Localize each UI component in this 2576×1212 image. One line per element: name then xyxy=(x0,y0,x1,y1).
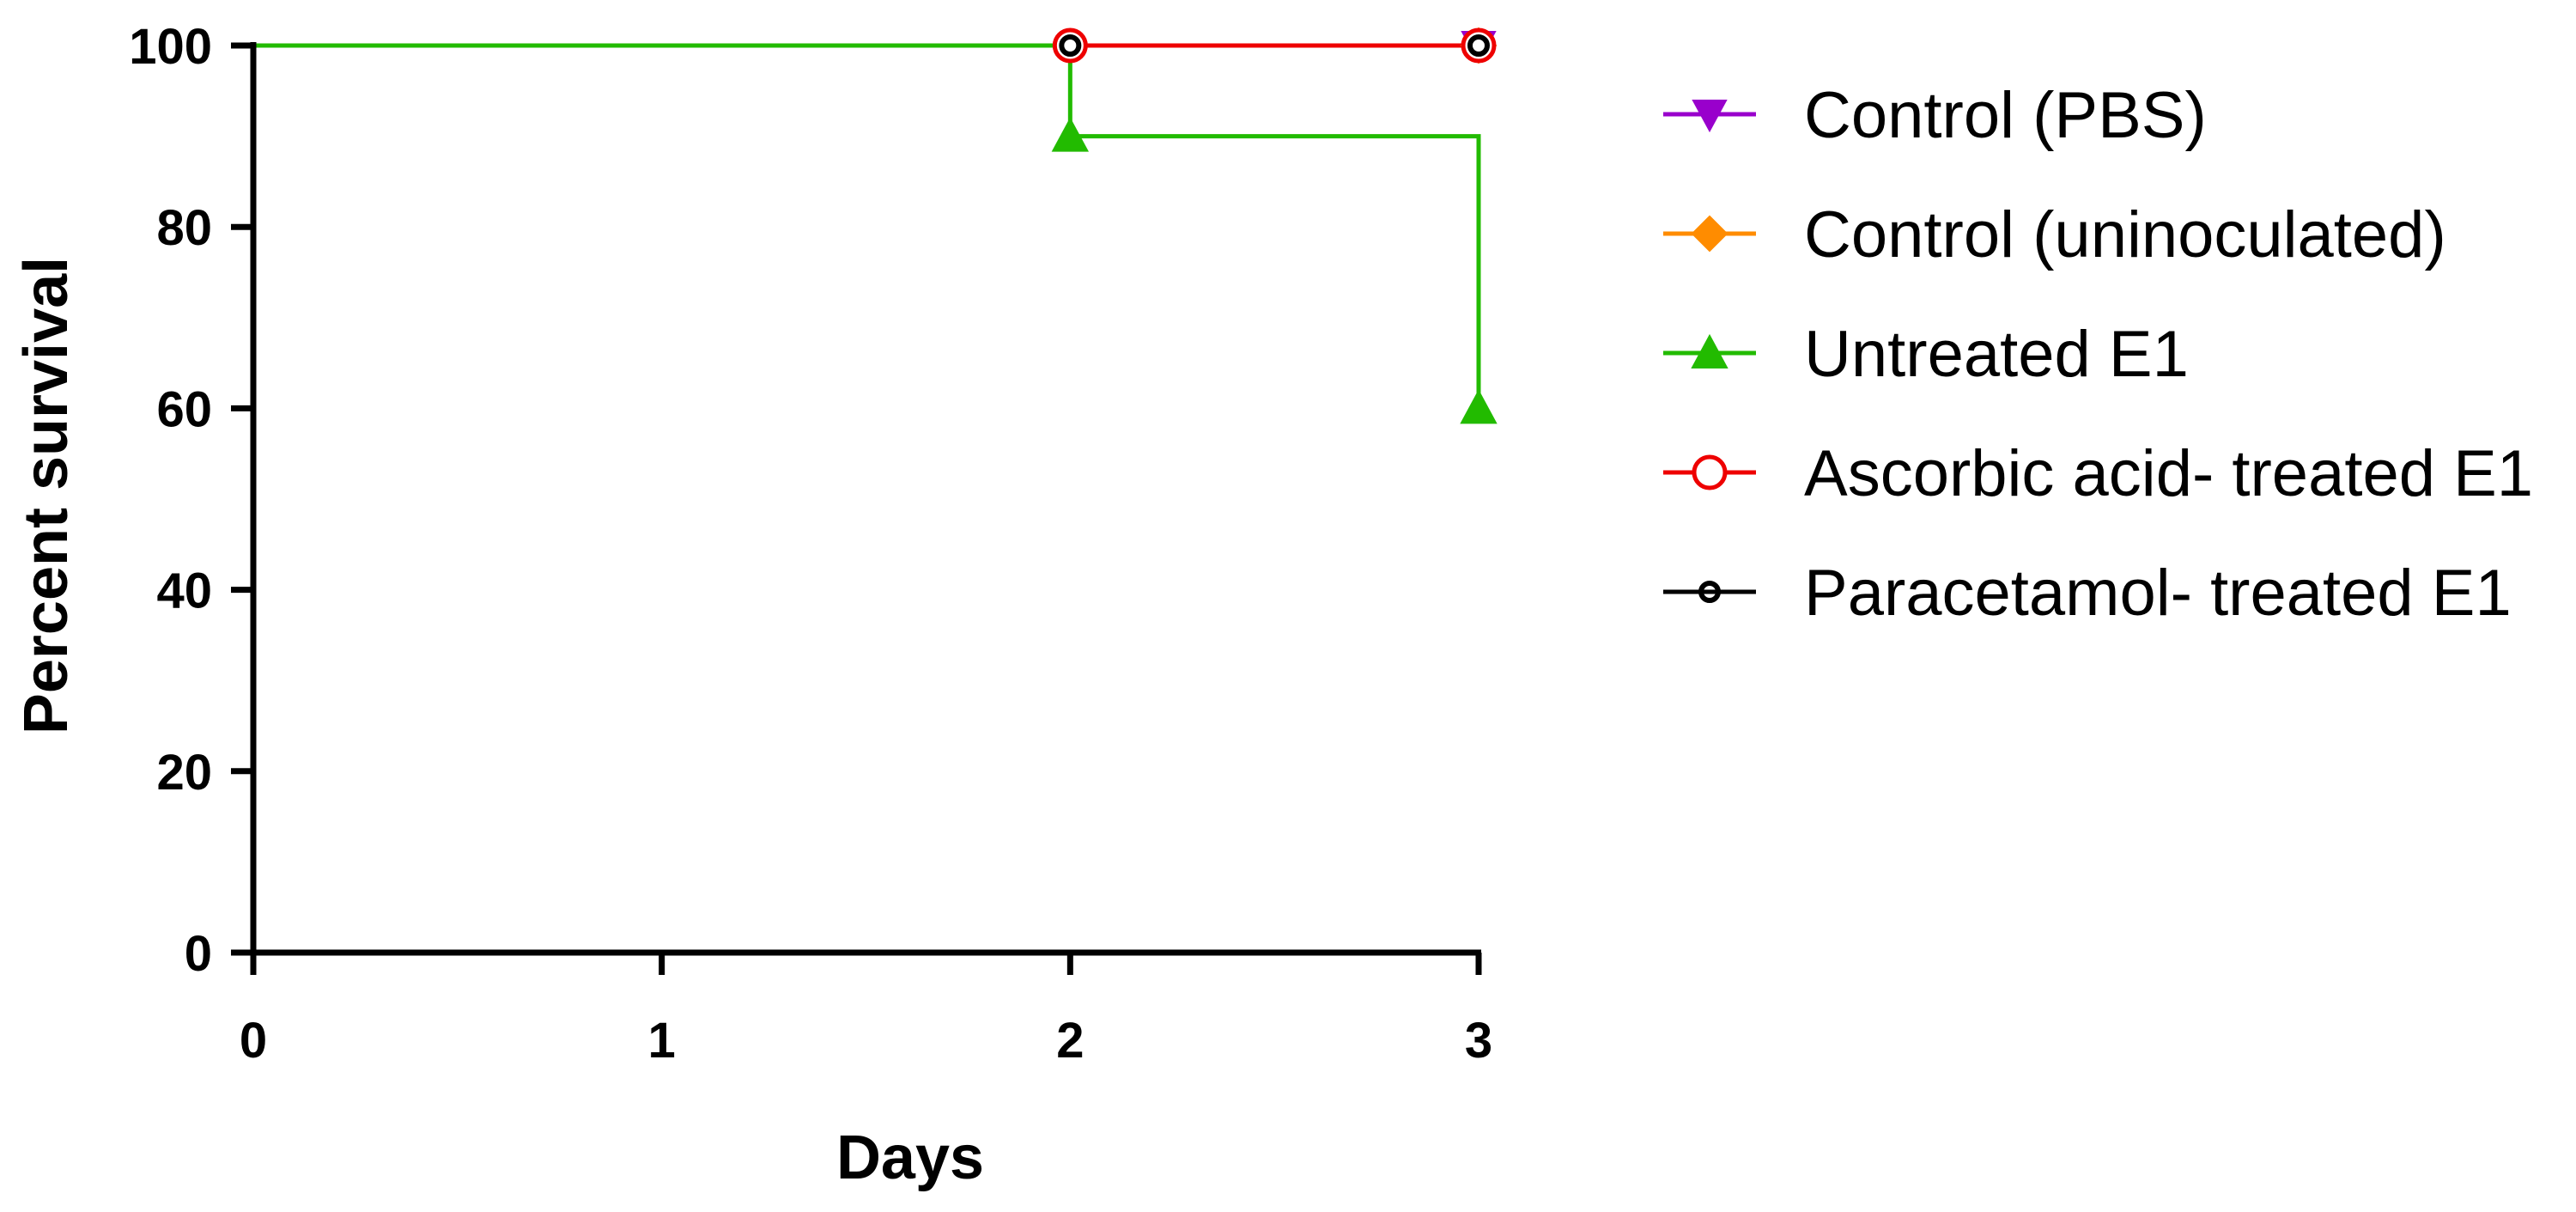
axes xyxy=(250,42,1481,975)
x-tick-label: 2 xyxy=(1056,1013,1084,1069)
x-tick-label: 0 xyxy=(240,1013,267,1069)
legend-marker xyxy=(1692,454,1728,490)
plot-marker-layer xyxy=(1051,27,1498,424)
legend-label: Paracetamol- treated E1 xyxy=(1804,557,2512,630)
legend-label: Ascorbic acid- treated E1 xyxy=(1804,437,2533,510)
series-line-3 xyxy=(253,43,1481,409)
legend-item-3: Untreated E1 xyxy=(1663,318,2189,391)
series-5-point-2 xyxy=(1467,34,1490,57)
y-tick-label: 20 xyxy=(156,745,212,801)
x-axis-title: Days xyxy=(836,1124,984,1192)
series-5-point-1 xyxy=(1059,34,1082,57)
legend-item-2: Control (uninoculated) xyxy=(1663,198,2446,271)
legend-label: Control (uninoculated) xyxy=(1804,198,2446,271)
y-tick-label: 0 xyxy=(185,926,212,982)
legend-item-5: Paracetamol- treated E1 xyxy=(1663,557,2512,630)
y-tick-label: 40 xyxy=(156,563,212,619)
y-axis-title: Percent survival xyxy=(12,257,81,734)
legend-label: Untreated E1 xyxy=(1804,318,2189,391)
series-3-point-1 xyxy=(1051,117,1090,152)
series-3-point-2 xyxy=(1460,389,1498,424)
x-tick-label: 1 xyxy=(648,1013,676,1069)
legend-item-1: Control (PBS) xyxy=(1663,79,2207,152)
legend-marker xyxy=(1692,100,1728,133)
plot-series-layer xyxy=(253,43,1481,409)
legend-marker xyxy=(1691,333,1728,368)
y-tick-label: 60 xyxy=(156,381,212,437)
x-tick-label: 3 xyxy=(1465,1013,1492,1069)
tick-labels: 0 1 2 3 0 20 40 60 80 100 xyxy=(129,19,1492,1069)
legend-marker xyxy=(1698,581,1721,603)
y-tick-label: 80 xyxy=(156,200,212,256)
legend-label: Control (PBS) xyxy=(1804,79,2207,152)
legend: Control (PBS) Control (uninoculated) Untre… xyxy=(1663,79,2533,630)
legend-item-4: Ascorbic acid- treated E1 xyxy=(1663,437,2533,510)
y-tick-label: 100 xyxy=(129,19,212,75)
legend-marker xyxy=(1691,215,1728,253)
